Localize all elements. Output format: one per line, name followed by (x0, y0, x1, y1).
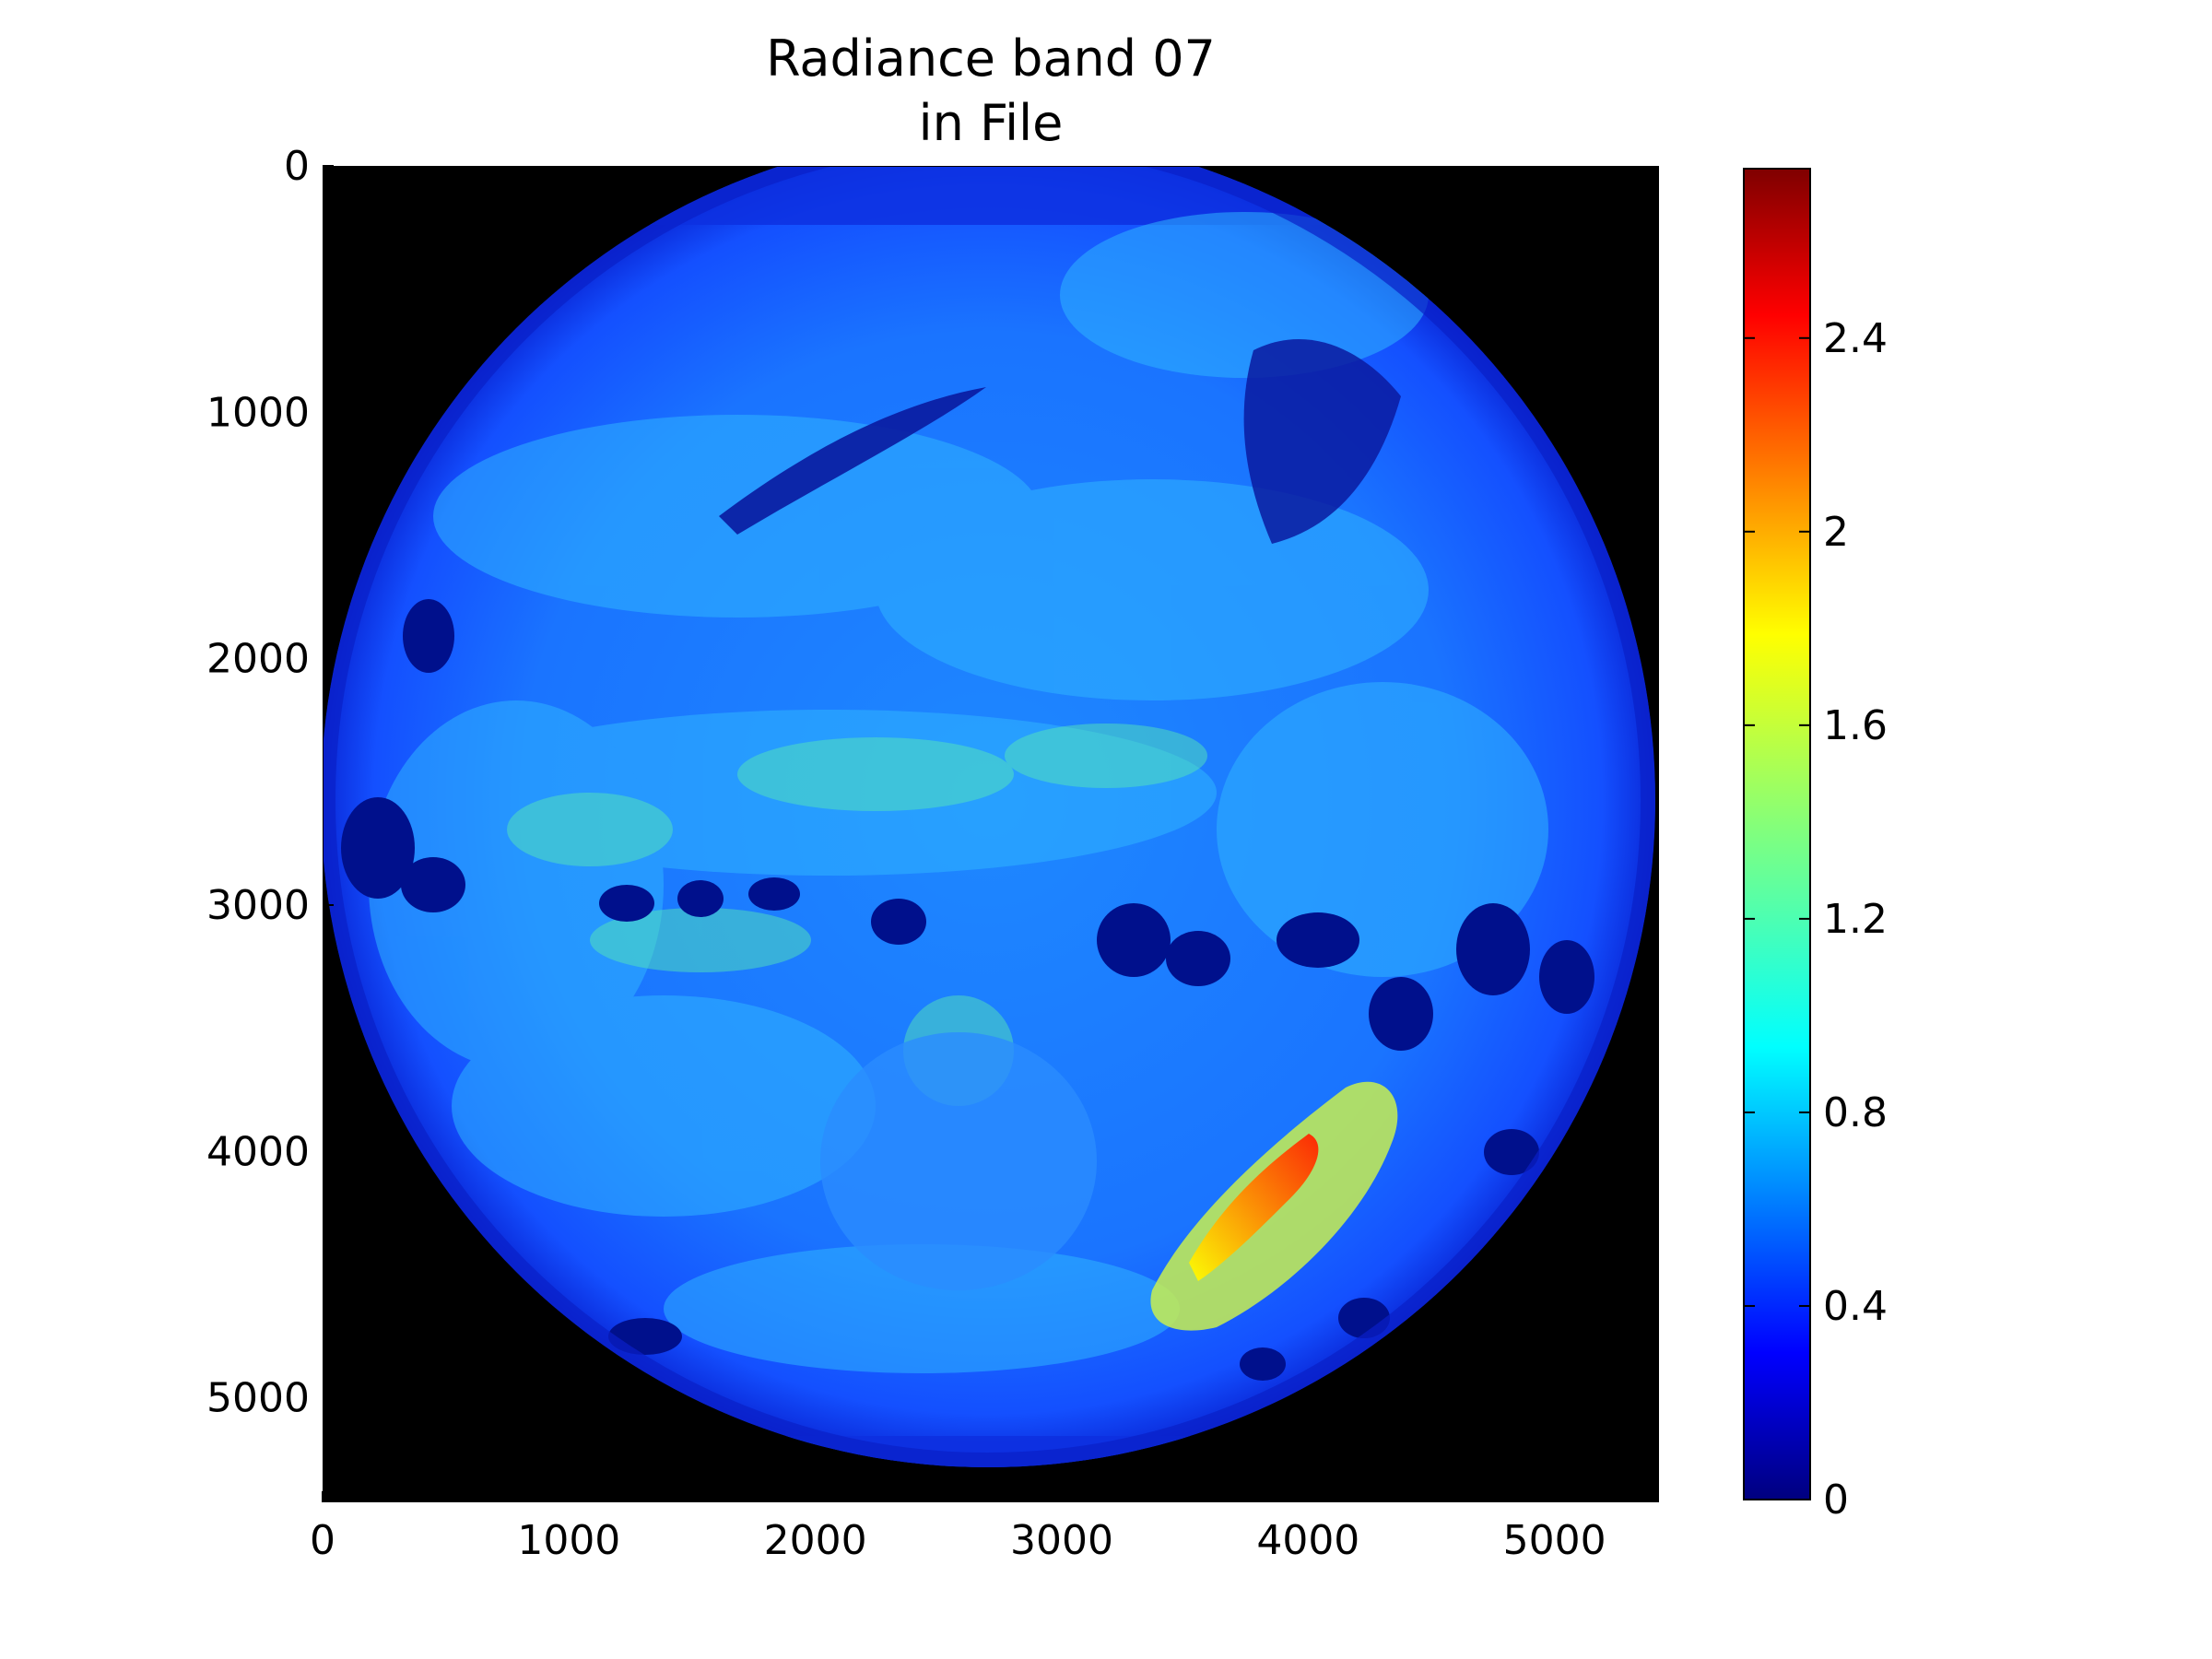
x-tick-label: 4000 (1256, 1517, 1359, 1564)
colorbar-tick-label: 1.6 (1823, 702, 1888, 749)
clear-ocean-area (820, 1032, 1097, 1290)
image-axes (323, 166, 1659, 1502)
colorbar-tick-label: 1.2 (1823, 896, 1888, 943)
x-tick-label: 2000 (764, 1517, 867, 1564)
y-tick-label: 1000 (206, 389, 310, 436)
dark-cloud-streak (719, 387, 986, 535)
colorbar: 0 0.4 0.8 1.2 1.6 2 2.4 (1743, 168, 1888, 1524)
y-tick-label: 4000 (206, 1128, 310, 1175)
colorbar-tick-label: 0.8 (1823, 1089, 1888, 1136)
chart-title-line-2: in File (919, 94, 1064, 152)
colorbar-tick-label: 0 (1823, 1477, 1849, 1524)
chart-title-line-1: Radiance band 07 (766, 29, 1216, 88)
y-tick-label: 0 (284, 143, 310, 190)
x-tick-label: 1000 (517, 1517, 620, 1564)
x-tick-label: 3000 (1010, 1517, 1113, 1564)
y-tick-label: 5000 (206, 1375, 310, 1422)
x-axis-ticks: 0 1000 2000 3000 4000 5000 (310, 1491, 1606, 1564)
y-axis-ticks: 0 1000 2000 3000 4000 5000 (206, 143, 334, 1422)
colorbar-tick-label: 2.4 (1823, 315, 1888, 362)
y-tick-label: 3000 (206, 882, 310, 929)
x-tick-label: 5000 (1503, 1517, 1606, 1564)
earth-disk (323, 166, 1655, 1467)
y-tick-label: 2000 (206, 636, 310, 683)
dark-cloud-clusters (341, 599, 1594, 1381)
colorbar-tick-label: 2 (1823, 509, 1849, 556)
colorbar-tick-label: 0.4 (1823, 1283, 1888, 1330)
colorbar-gradient (1743, 168, 1811, 1500)
colorbar-ticks: 0 0.4 0.8 1.2 1.6 2 2.4 (1744, 315, 1888, 1524)
x-tick-label: 0 (310, 1517, 335, 1564)
light-cloud-bands (369, 212, 1548, 1373)
